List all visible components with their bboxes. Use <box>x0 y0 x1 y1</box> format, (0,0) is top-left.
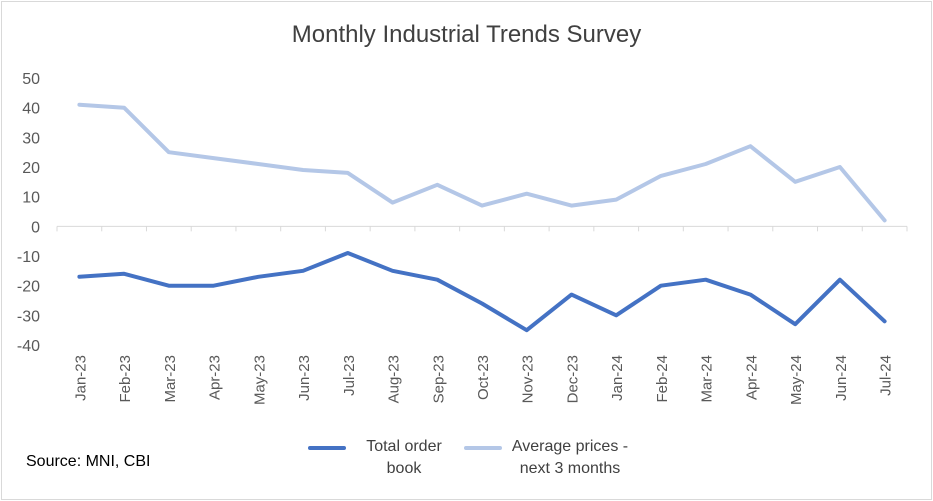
x-tick-label: May-23 <box>251 355 268 405</box>
series-line-average-prices <box>77 102 887 223</box>
y-tick-label: 30 <box>22 130 40 147</box>
source-note: Source: MNI, CBI <box>26 453 151 470</box>
legend-swatch-prices <box>464 446 502 450</box>
y-tick-label: 0 <box>31 219 40 236</box>
x-tick-label: Dec-23 <box>564 355 581 403</box>
legend-swatch-total <box>308 446 346 450</box>
x-tick-label: Mar-24 <box>699 355 716 403</box>
x-tick-label: Mar-23 <box>162 355 179 403</box>
x-tick-label: Jul-24 <box>878 355 895 396</box>
y-tick-label: 50 <box>22 71 40 88</box>
y-tick-label: -20 <box>17 279 40 296</box>
x-tick-label: Apr-24 <box>743 355 760 400</box>
y-tick-label: 40 <box>22 101 40 118</box>
x-axis-ticks <box>56 226 908 232</box>
x-tick-label: Oct-23 <box>475 355 492 400</box>
y-tick-label: -40 <box>17 338 40 355</box>
x-tick-label: Nov-23 <box>520 355 537 403</box>
x-tick-label: Jan-23 <box>72 355 89 401</box>
y-axis: 50 40 30 20 10 0 -10 -20 -30 -40 <box>17 71 40 355</box>
y-tick-label: 10 <box>22 190 40 207</box>
x-tick-label: Sep-23 <box>430 355 447 403</box>
x-tick-label: Jul-23 <box>341 355 358 396</box>
series-group <box>77 102 887 333</box>
chart-title: Monthly Industrial Trends Survey <box>291 21 642 48</box>
x-tick-label: Jun-23 <box>296 355 313 401</box>
x-axis-labels: Jan-23 Feb-23 Mar-23 Apr-23 May-23 Jun-23 Jul-… <box>72 355 894 405</box>
x-tick-label: Feb-24 <box>654 355 671 403</box>
y-tick-label: -10 <box>17 249 40 266</box>
x-tick-label: Jun-24 <box>833 355 850 401</box>
y-tick-label: -30 <box>17 308 40 325</box>
x-tick-label: Jan-24 <box>609 355 626 401</box>
series-line-total-order-book <box>77 251 887 333</box>
x-tick-label: May-24 <box>788 355 805 405</box>
legend-label-prices: Average prices - next 3 months <box>511 438 629 477</box>
legend-label-total: Total order book <box>366 438 442 477</box>
y-tick-label: 20 <box>22 160 40 177</box>
x-tick-label: Feb-23 <box>117 355 134 403</box>
x-tick-label: Apr-23 <box>207 355 224 400</box>
x-tick-label: Aug-23 <box>386 355 403 403</box>
